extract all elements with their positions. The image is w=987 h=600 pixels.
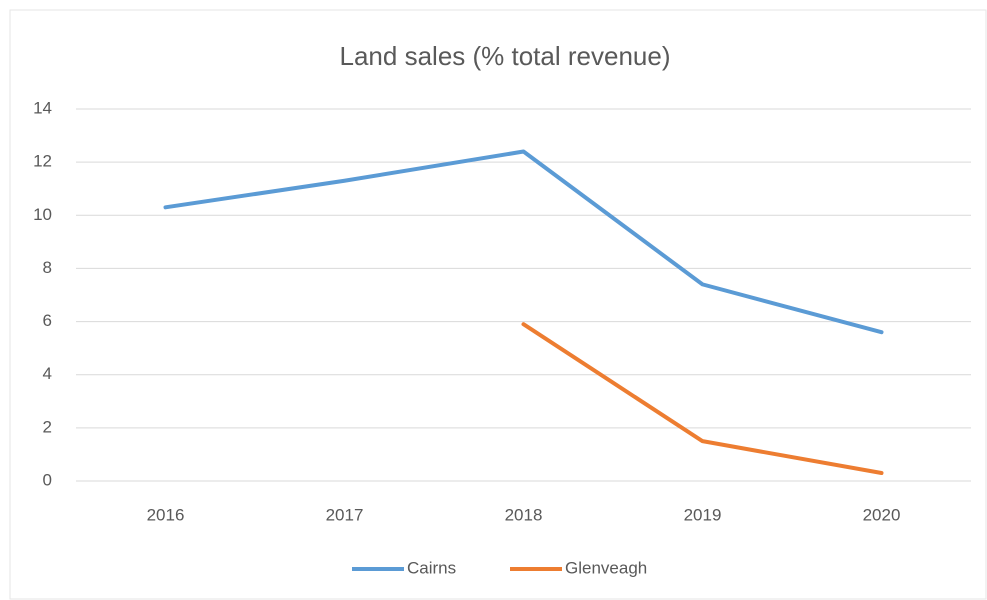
legend-label: Cairns	[407, 558, 456, 577]
x-tick-label: 2020	[863, 505, 901, 524]
y-tick-label: 12	[33, 152, 52, 171]
y-tick-label: 2	[43, 417, 52, 436]
y-tick-label: 4	[43, 364, 52, 383]
y-tick-label: 6	[43, 311, 52, 330]
x-tick-label: 2019	[684, 505, 722, 524]
y-tick-label: 10	[33, 205, 52, 224]
series-line	[163, 149, 884, 335]
y-tick-label: 14	[33, 98, 52, 117]
y-tick-label: 8	[43, 258, 52, 277]
legend-label: Glenveagh	[565, 558, 647, 577]
x-tick-label: 2016	[147, 505, 185, 524]
x-tick-label: 2018	[505, 505, 543, 524]
chart-title: Land sales (% total revenue)	[340, 41, 671, 71]
x-tick-label: 2017	[326, 505, 364, 524]
y-tick-label: 0	[43, 470, 52, 489]
chart-border	[9, 9, 987, 600]
series-line	[521, 322, 884, 476]
